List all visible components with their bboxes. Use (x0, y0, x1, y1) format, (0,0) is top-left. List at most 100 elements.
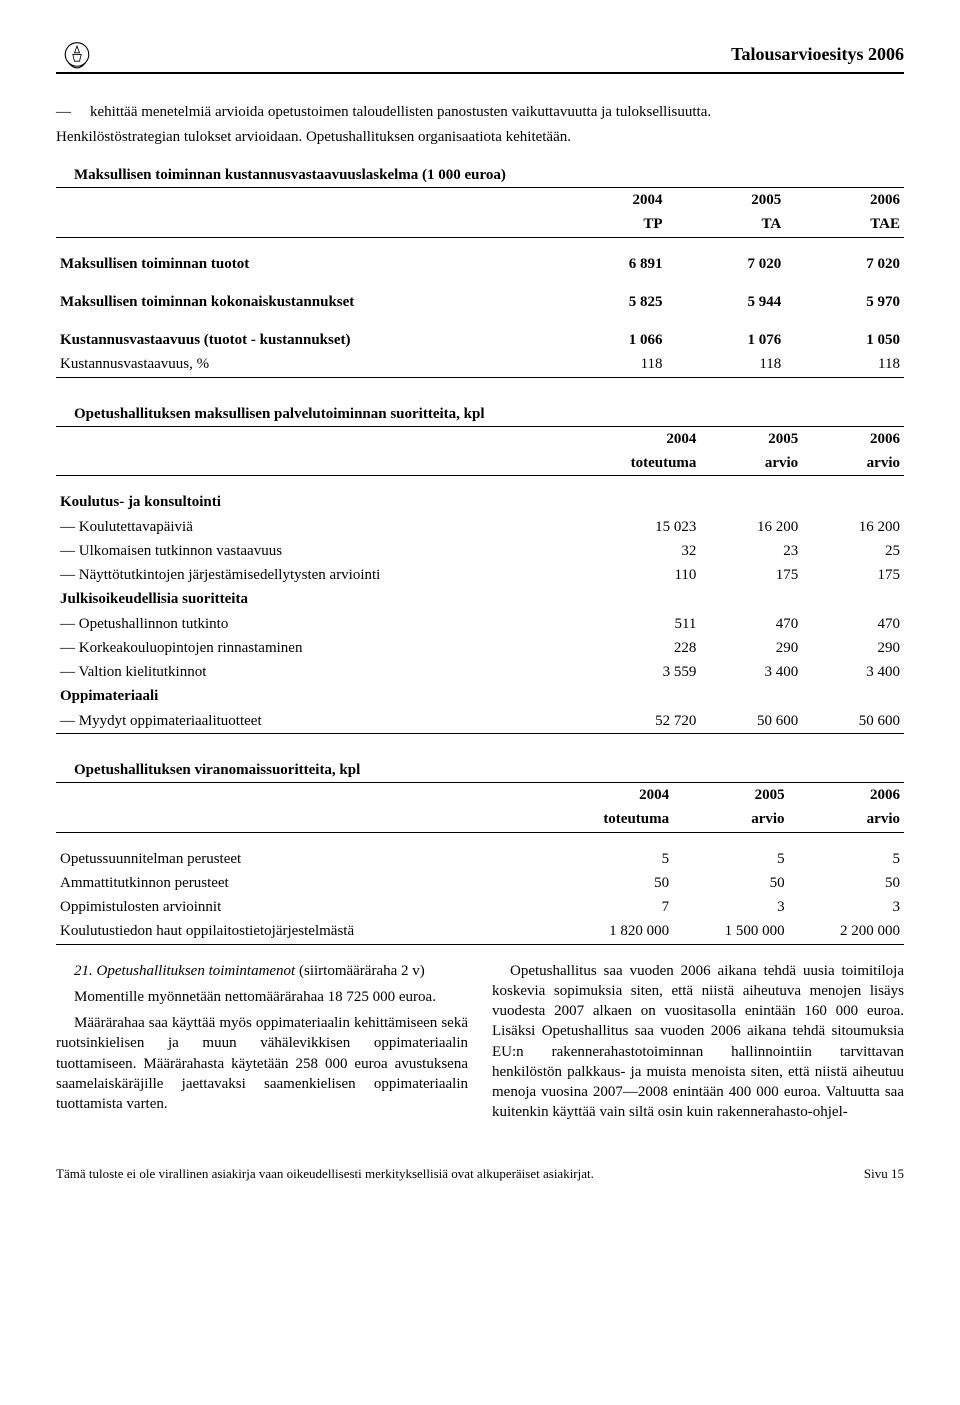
table2-row4: — Opetushallinnon tutkinto 511 470 470 (56, 612, 904, 636)
page-header: Talousarvioesitys 2006 (56, 42, 904, 82)
cell: — Valtion kielitutkinnot (56, 660, 548, 684)
cell: 5 944 (667, 290, 786, 314)
table3-row2: Ammattitutkinnon perusteet 50 50 50 (56, 871, 904, 895)
table1: 2004 2005 2006 TP TA TAE Maksullisen toi… (56, 187, 904, 378)
document-title: Talousarvioesitys 2006 (56, 42, 904, 66)
cell: Ammattitutkinnon perusteet (56, 871, 548, 895)
cell: 2 200 000 (789, 919, 904, 944)
right-column: Opetushallitus saa vuoden 2006 aikana te… (492, 961, 904, 1129)
page-footer: Tämä tuloste ei ole virallinen asiakirja… (56, 1165, 904, 1183)
table3-header-row2: toteutuma arvio arvio (56, 807, 904, 832)
cell: 50 600 (802, 709, 904, 734)
body-columns: 21. Opetushallituksen toimintamenot (sii… (56, 961, 904, 1129)
table2-row5: — Korkeakouluopintojen rinnastaminen 228… (56, 636, 904, 660)
table1-h2b: TA (667, 212, 786, 237)
cell: 16 200 (700, 515, 802, 539)
table2-header-row2: toteutuma arvio arvio (56, 451, 904, 476)
cell: Julkisoikeudellisia suoritteita (56, 587, 548, 611)
cell: 7 020 (785, 252, 904, 276)
intro-bullets: — kehittää menetelmiä arvioida opetustoi… (56, 102, 904, 122)
cell: 1 050 (785, 328, 904, 352)
cell: 7 020 (667, 252, 786, 276)
cell: Maksullisen toiminnan kokonaiskustannuks… (56, 290, 548, 314)
table3-row4: Koulutustiedon haut oppilaitostietojärje… (56, 919, 904, 944)
cell: 50 600 (700, 709, 802, 734)
table2-row6: — Valtion kielitutkinnot 3 559 3 400 3 4… (56, 660, 904, 684)
table1-title: Maksullisen toiminnan kustannusvastaavuu… (56, 165, 904, 185)
table2: 2004 2005 2006 toteutuma arvio arvio Kou… (56, 426, 904, 734)
cell: 175 (802, 563, 904, 587)
table1-h1c: 2006 (785, 188, 904, 213)
cell: 3 400 (802, 660, 904, 684)
table2-sec3: Oppimateriaali (56, 684, 904, 708)
cell: 2006 (802, 426, 904, 451)
cell: Oppimateriaali (56, 684, 548, 708)
cell: 2005 (673, 783, 788, 808)
cell: 290 (700, 636, 802, 660)
table1-row1: Maksullisen toiminnan tuotot 6 891 7 020… (56, 252, 904, 276)
table1-h1b: 2005 (667, 188, 786, 213)
left-p2: Määrärahaa saa käyttää myös oppimateriaa… (56, 1013, 468, 1114)
cell: arvio (673, 807, 788, 832)
table2-header-row1: 2004 2005 2006 (56, 426, 904, 451)
left-heading-italic: 21. Opetushallituksen toimintamenot (74, 963, 295, 979)
table2-row1: — Koulutettavapäiviä 15 023 16 200 16 20… (56, 515, 904, 539)
table1-row4: Kustannusvastaavuus, % 118 118 118 (56, 352, 904, 377)
cell: 23 (700, 539, 802, 563)
cell: 1 820 000 (548, 919, 673, 944)
table2-sec2: Julkisoikeudellisia suoritteita (56, 587, 904, 611)
right-p1: Opetushallitus saa vuoden 2006 aikana te… (492, 961, 904, 1123)
cell: toteutuma (548, 451, 701, 476)
bullet-text: kehittää menetelmiä arvioida opetustoime… (90, 102, 904, 122)
table3-row3: Oppimistulosten arvioinnit 7 3 3 (56, 895, 904, 919)
cell: 175 (700, 563, 802, 587)
table3-row1: Opetussuunnitelman perusteet 5 5 5 (56, 847, 904, 871)
cell: 1 066 (548, 328, 667, 352)
cell: toteutuma (548, 807, 673, 832)
cell: Maksullisen toiminnan tuotot (56, 252, 548, 276)
cell: Koulutustiedon haut oppilaitostietojärje… (56, 919, 548, 944)
table3-header-row1: 2004 2005 2006 (56, 783, 904, 808)
cell: 1 076 (667, 328, 786, 352)
cell: — Koulutettavapäiviä (56, 515, 548, 539)
cell: 5 (789, 847, 904, 871)
table1-row3: Kustannusvastaavuus (tuotot - kustannuks… (56, 328, 904, 352)
table1-header-row2: TP TA TAE (56, 212, 904, 237)
cell: — Näyttötutkintojen järjestämisedellytys… (56, 563, 548, 587)
cell: 50 (789, 871, 904, 895)
cell: 2005 (700, 426, 802, 451)
coat-of-arms-icon (56, 36, 98, 78)
cell: Kustannusvastaavuus, % (56, 352, 548, 377)
table1-h2a: TP (548, 212, 667, 237)
document-page: Talousarvioesitys 2006 — kehittää menete… (0, 0, 960, 1212)
cell: 118 (785, 352, 904, 377)
cell: — Ulkomaisen tutkinnon vastaavuus (56, 539, 548, 563)
cell: 511 (548, 612, 701, 636)
table1-h1a: 2004 (548, 188, 667, 213)
cell: 5 (673, 847, 788, 871)
cell: Koulutus- ja konsultointi (56, 490, 548, 514)
intro-paragraph: Henkilöstöstrategian tulokset arvioidaan… (56, 127, 904, 147)
left-heading-suffix: (siirtomääräraha 2 v) (295, 963, 425, 979)
table1-header-row1: 2004 2005 2006 (56, 188, 904, 213)
cell: 6 891 (548, 252, 667, 276)
cell: 25 (802, 539, 904, 563)
table2-sec1: Koulutus- ja konsultointi (56, 490, 904, 514)
cell: 7 (548, 895, 673, 919)
cell: 3 400 (700, 660, 802, 684)
table1-row2: Maksullisen toiminnan kokonaiskustannuks… (56, 290, 904, 314)
cell: 5 (548, 847, 673, 871)
cell: 32 (548, 539, 701, 563)
cell: 3 559 (548, 660, 701, 684)
bullet-item: — kehittää menetelmiä arvioida opetustoi… (56, 102, 904, 122)
cell: 118 (548, 352, 667, 377)
table2-title: Opetushallituksen maksullisen palvelutoi… (56, 404, 904, 424)
cell: 5 970 (785, 290, 904, 314)
left-p1: Momentille myönnetään nettomäärärahaa 18… (56, 987, 468, 1007)
cell: 470 (802, 612, 904, 636)
cell: 50 (548, 871, 673, 895)
cell: 118 (667, 352, 786, 377)
cell: 470 (700, 612, 802, 636)
cell: 2006 (789, 783, 904, 808)
cell: 228 (548, 636, 701, 660)
